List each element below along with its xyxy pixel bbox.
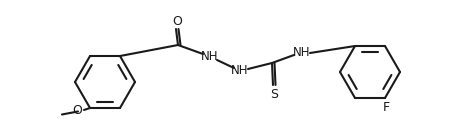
Text: NH: NH: [231, 63, 249, 76]
Text: NH: NH: [293, 46, 311, 59]
Text: S: S: [270, 88, 278, 101]
Text: O: O: [172, 15, 182, 28]
Text: O: O: [72, 104, 82, 117]
Text: F: F: [383, 101, 390, 114]
Text: NH: NH: [201, 51, 219, 63]
